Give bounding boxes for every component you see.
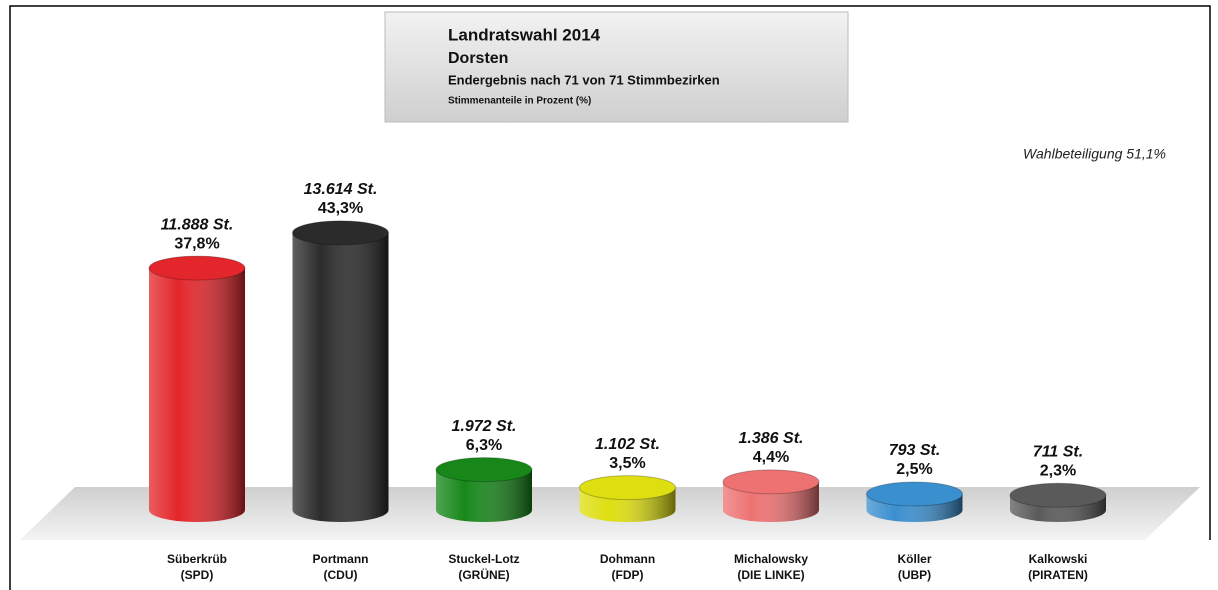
bar-shade <box>292 232 389 510</box>
x-tick-label: Köller <box>897 552 931 566</box>
vote-label: 793 St. <box>889 442 941 459</box>
x-tick-sublabel: (DIE LINKE) <box>737 568 804 582</box>
x-tick-sublabel: (SPD) <box>181 568 214 582</box>
result-note: Endergebnis nach 71 von 71 Stimmbezirken <box>448 72 720 87</box>
bar-shade <box>149 268 245 510</box>
frame <box>9 5 1211 590</box>
x-tick-label: Portmann <box>312 552 368 566</box>
x-tick-label: Dohmann <box>600 552 655 566</box>
vote-label: 11.888 St. <box>161 216 234 233</box>
bar-top <box>435 457 533 483</box>
value-label: 37,8% <box>174 235 219 252</box>
bar-top <box>292 220 389 246</box>
x-tick-sublabel: (PIRATEN) <box>1028 568 1088 582</box>
vote-label: 1.102 St. <box>595 436 660 453</box>
value-label: 2,5% <box>896 461 932 478</box>
x-tick-sublabel: (UBP) <box>898 568 931 582</box>
bar-top <box>722 469 820 495</box>
value-label: 4,4% <box>753 449 789 466</box>
unit-note: Stimmenanteile in Prozent (%) <box>448 96 591 107</box>
x-tick-sublabel: (GRÜNE) <box>458 567 509 582</box>
x-tick-label: Michalowsky <box>734 552 808 566</box>
bar-top <box>148 255 246 281</box>
value-label: 3,5% <box>609 455 645 472</box>
title-box <box>384 11 849 123</box>
x-tick-label: Süberkrüb <box>167 552 227 566</box>
vote-label: 13.614 St. <box>304 181 378 198</box>
vote-label: 711 St. <box>1033 443 1083 460</box>
vote-label: 1.386 St. <box>739 430 804 447</box>
x-tick-label: Kalkowski <box>1029 552 1088 566</box>
bar-top <box>1009 482 1107 508</box>
value-label: 2,3% <box>1040 462 1076 479</box>
x-tick-sublabel: (CDU) <box>324 568 358 582</box>
annotation: Wahlbeteiligung 51,1% <box>1023 146 1166 162</box>
chart-subtitle: Dorsten <box>448 50 508 67</box>
vote-label: 1.972 St. <box>452 418 517 435</box>
chart-title: Landratswahl 2014 <box>448 25 601 44</box>
bar-top <box>579 475 676 501</box>
x-tick-label: Stuckel-Lotz <box>448 552 519 566</box>
value-label: 6,3% <box>466 437 502 454</box>
value-label: 43,3% <box>318 200 363 217</box>
x-tick-sublabel: (FDP) <box>612 568 644 582</box>
bar-top <box>866 481 963 507</box>
